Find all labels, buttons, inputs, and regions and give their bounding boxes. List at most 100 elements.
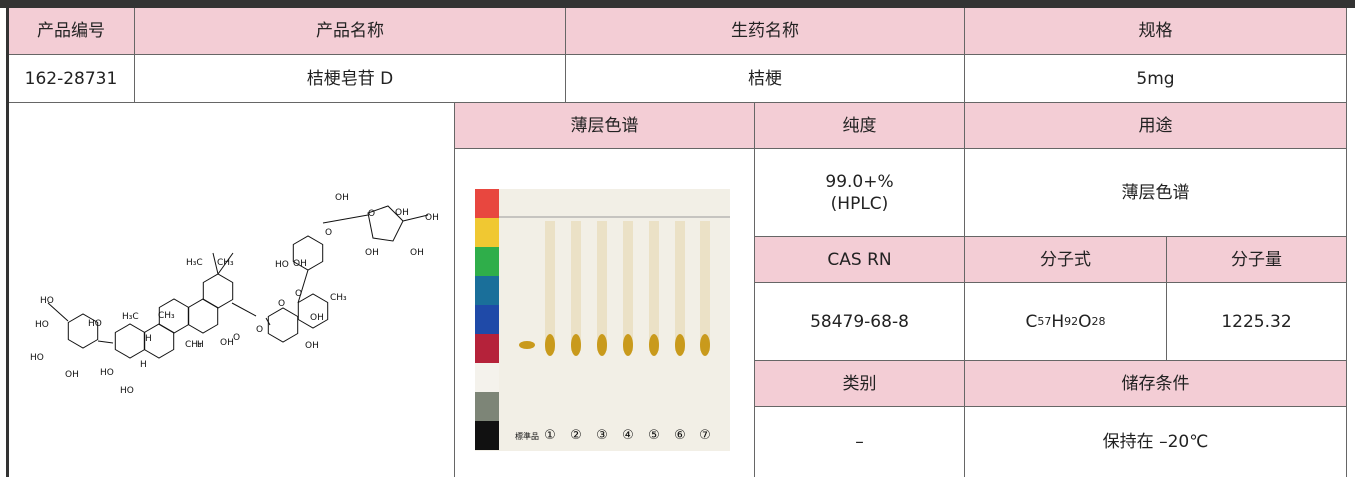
atom-label: O [278,299,285,309]
color-strip [475,305,499,334]
atom-label: HO [40,296,54,306]
ring [202,273,234,309]
atom-label: OH [305,341,319,351]
atom-label: O [368,209,375,219]
color-strip [475,363,499,392]
cell: 薄层色谱 [965,149,1347,237]
atom-label: O [325,228,332,238]
color-strip [475,334,499,363]
cell: 162-28731 [8,55,135,103]
color-strip [475,189,499,218]
ring [67,313,99,349]
color-strip [475,421,499,450]
lane-label: ⑥ [674,428,686,443]
cell: 保持在 –20℃ [965,407,1347,477]
lane-label: ③ [596,428,608,443]
left-border [6,0,9,477]
bond [47,302,69,322]
ring [367,205,404,242]
atom-label: HO [275,260,289,270]
bond [297,269,309,304]
atom-label: OH [310,313,324,323]
atom-label: HO [120,386,134,396]
purity-method: (HPLC) [830,193,889,214]
cell: 99.0+% (HPLC) [755,149,965,237]
lane-trail [623,221,633,351]
atom-label: OH [220,338,234,348]
bond [402,214,429,222]
atom-label: H [197,340,204,350]
lane-trail [571,221,581,351]
color-strip [475,247,499,276]
atom-label: HO [100,368,114,378]
bond [97,340,114,344]
bond [265,317,271,326]
ring [267,307,299,343]
atom-label: CH₃ [217,258,234,268]
atom-label: OH [293,259,307,269]
header-cell: 纯度 [755,103,965,149]
lane-label: ⑤ [648,428,660,443]
cell: 桔梗皂苷 D [135,55,566,103]
atom-label: OH [335,193,349,203]
color-strip [475,276,499,305]
header-cell: 分子式 [965,237,1167,283]
atom-label: HO [30,353,44,363]
spot [597,334,607,356]
header-cell: 类别 [755,361,965,407]
bond [212,252,219,275]
top-border [0,0,1355,8]
cell: 58479-68-8 [755,283,965,361]
spot [675,334,685,356]
ring [114,323,146,359]
tlc-cell: 標準品 ① ② ③ ④ ⑤ ⑥ ⑦ [455,149,755,477]
atom-label: CH₃ [158,311,175,321]
atom-label: O [256,325,263,335]
atom-label: O [295,289,302,299]
lane-trail [675,221,685,351]
spot [649,334,659,356]
atom-label: OH [365,248,379,258]
purity-value: 99.0+% [825,171,894,192]
atom-label: H₃C [122,312,139,322]
atom-label: CH₃ [185,340,202,350]
header-cell: 产品编号 [8,8,135,55]
tlc-image: 標準品 ① ② ③ ④ ⑤ ⑥ ⑦ [475,189,730,451]
header-cell: 规格 [965,8,1347,55]
atom-label: CH₃ [330,293,347,303]
lane-label: 標準品 [515,431,539,441]
header-cell: CAS RN [755,237,965,283]
bond [231,302,257,317]
spot [623,334,633,356]
atom-label: OH [425,213,439,223]
lane-trail [700,221,710,351]
atom-label: OH [410,248,424,258]
cell: 5mg [965,55,1347,103]
spot [519,341,535,349]
atom-label: H [140,360,147,370]
lane-trail [597,221,607,351]
lane-label: ⑦ [699,428,711,443]
lane-label: ④ [622,428,634,443]
ring [187,298,219,334]
atom-label: OH [65,370,79,380]
header-cell: 薄层色谱 [455,103,755,149]
atom-label: HO [88,319,102,329]
header-cell: 生药名称 [566,8,965,55]
atom-label: H₃C [186,258,203,268]
header-cell: 产品名称 [135,8,566,55]
spot [571,334,581,356]
header-cell: 分子量 [1167,237,1347,283]
structure-cell: HO HO HO OH HO H₃C H₃C CH₃ HO HO H H CH₃ H CH₃ OH O O OH HO… [8,103,455,477]
header-cell: 储存条件 [965,361,1347,407]
atom-label: OH [395,208,409,218]
bond [217,252,234,275]
cell: 桔梗 [566,55,965,103]
lane-trail [545,221,555,351]
element: C [1025,311,1038,332]
formula-cell: C 57 H 92 O 28 [965,283,1167,361]
atom-label: H [145,334,152,344]
lane-label: ① [544,428,556,443]
